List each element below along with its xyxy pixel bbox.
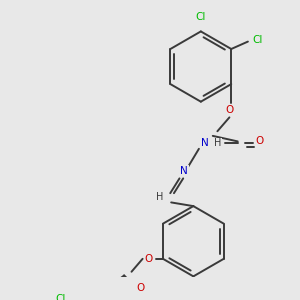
- Text: Cl: Cl: [196, 12, 206, 22]
- Text: O: O: [256, 136, 264, 146]
- Text: O: O: [136, 284, 145, 293]
- Text: O: O: [225, 105, 233, 115]
- Text: N: N: [180, 166, 188, 176]
- Text: N: N: [201, 138, 208, 148]
- Text: H: H: [214, 138, 221, 148]
- Text: O: O: [144, 254, 152, 264]
- Text: Cl: Cl: [55, 293, 66, 300]
- Text: H: H: [156, 192, 164, 202]
- Text: Cl: Cl: [252, 35, 262, 45]
